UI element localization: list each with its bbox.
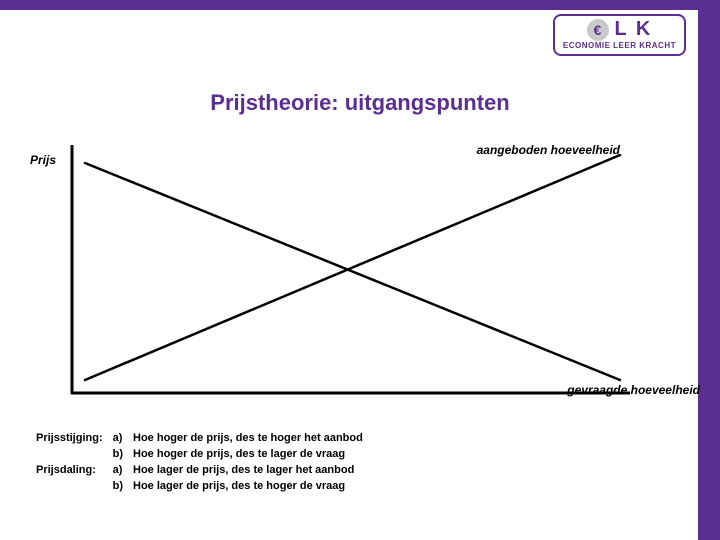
notes-letter: a): [113, 464, 131, 478]
page-title: Prijstheorie: uitgangspunten: [0, 90, 720, 116]
logo-subtitle: ECONOMIE LEER KRACHT: [563, 41, 676, 50]
y-axis-label: Prijs: [30, 153, 56, 167]
notes-key: Prijsstijging:: [36, 432, 111, 446]
notes-key: [36, 480, 111, 494]
demand-line-label: gevraagde hoeveelheid: [567, 383, 700, 397]
notes-letter: b): [113, 480, 131, 494]
logo-top-row: € L K: [563, 18, 676, 41]
notes-block: Prijsstijging:a)Hoe hoger de prijs, des …: [34, 430, 373, 496]
top-accent-bar: [0, 0, 698, 10]
notes-text: Hoe lager de prijs, des te hoger de vraa…: [133, 480, 371, 494]
logo-letters: L K: [615, 18, 653, 41]
right-accent-stripe: [698, 0, 720, 540]
euro-coin-icon: €: [587, 19, 609, 41]
notes-row: b)Hoe hoger de prijs, des te lager de vr…: [36, 448, 371, 462]
notes-text: Hoe hoger de prijs, des te hoger het aan…: [133, 432, 371, 446]
notes-key: Prijsdaling:: [36, 464, 111, 478]
notes-table: Prijsstijging:a)Hoe hoger de prijs, des …: [34, 430, 373, 496]
notes-letter: a): [113, 432, 131, 446]
supply-demand-chart: Prijs aangeboden hoeveelheid gevraagde h…: [70, 145, 630, 395]
notes-text: Hoe hoger de prijs, des te lager de vraa…: [133, 448, 371, 462]
brand-logo: € L K ECONOMIE LEER KRACHT: [553, 14, 686, 56]
notes-text: Hoe lager de prijs, des te lager het aan…: [133, 464, 371, 478]
chart-svg: [70, 145, 630, 395]
supply-line-label: aangeboden hoeveelheid: [477, 143, 620, 157]
notes-key: [36, 448, 111, 462]
notes-letter: b): [113, 448, 131, 462]
notes-row: b)Hoe lager de prijs, des te hoger de vr…: [36, 480, 371, 494]
notes-row: Prijsstijging:a)Hoe hoger de prijs, des …: [36, 432, 371, 446]
notes-row: Prijsdaling:a)Hoe lager de prijs, des te…: [36, 464, 371, 478]
